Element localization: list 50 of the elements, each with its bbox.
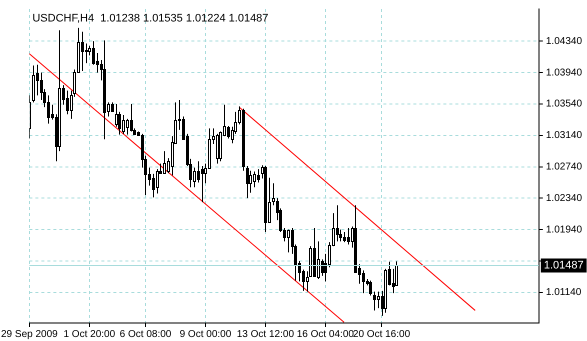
candlestick	[163, 150, 166, 174]
candlestick	[373, 291, 376, 311]
y-tick-label: 1.04340	[546, 36, 582, 47]
candlestick	[249, 170, 252, 194]
y-tick-label: 1.03540	[546, 98, 582, 110]
candlestick	[257, 168, 260, 183]
candlestick	[193, 167, 196, 188]
candlestick	[253, 170, 256, 188]
candlestick	[130, 103, 133, 132]
y-tick-label: 1.01140	[546, 287, 582, 298]
x-tick-label: 1 Oct 20:00	[63, 328, 116, 340]
candlestick	[201, 166, 204, 203]
y-tick-label: 1.03940	[546, 67, 582, 78]
candlestick	[343, 231, 346, 243]
candlestick	[47, 94, 50, 124]
x-tick-label: 16 Oct 04:00	[296, 328, 354, 340]
candlestick	[197, 160, 200, 183]
candlestick	[287, 229, 290, 253]
x-tick-label: 6 Oct 08:00	[120, 328, 172, 340]
candlestick	[92, 40, 95, 66]
x-tick-label: 20 Oct 16:00	[352, 328, 411, 340]
candlestick	[362, 270, 365, 294]
candlestick	[347, 228, 350, 245]
candlestick	[246, 166, 249, 199]
candlestick	[126, 118, 129, 136]
y-tick-label: 1.02740	[546, 162, 582, 173]
chart-title: USDCHF,H4 1.01238 1.01535 1.01224 1.01487	[32, 12, 268, 25]
candlestick	[392, 268, 395, 294]
candlestick	[152, 173, 155, 198]
candlestick	[85, 43, 88, 64]
candlestick	[96, 52, 99, 74]
candlestick	[227, 125, 230, 140]
x-tick-label: 29 Sep 2009	[1, 328, 58, 340]
candlestick	[216, 133, 219, 164]
x-tick-label: 9 Oct 00:00	[180, 328, 232, 340]
candlestick	[81, 31, 84, 72]
candlestick	[317, 240, 320, 280]
candlestick	[377, 291, 380, 309]
ref-line-label: 1.01487	[544, 260, 584, 272]
candlestick	[122, 114, 125, 134]
x-tick-label: 13 Oct 12:00	[236, 328, 294, 340]
candlestick	[369, 280, 372, 296]
candlestick	[66, 90, 69, 115]
y-tick-label: 1.02340	[546, 192, 582, 204]
candlestick	[336, 204, 339, 242]
y-tick-label: 1.03140	[546, 130, 582, 142]
candlestick	[111, 102, 114, 112]
candlestick	[115, 103, 118, 128]
y-tick-label: 1.01940	[546, 224, 582, 236]
candlestick	[156, 168, 159, 194]
